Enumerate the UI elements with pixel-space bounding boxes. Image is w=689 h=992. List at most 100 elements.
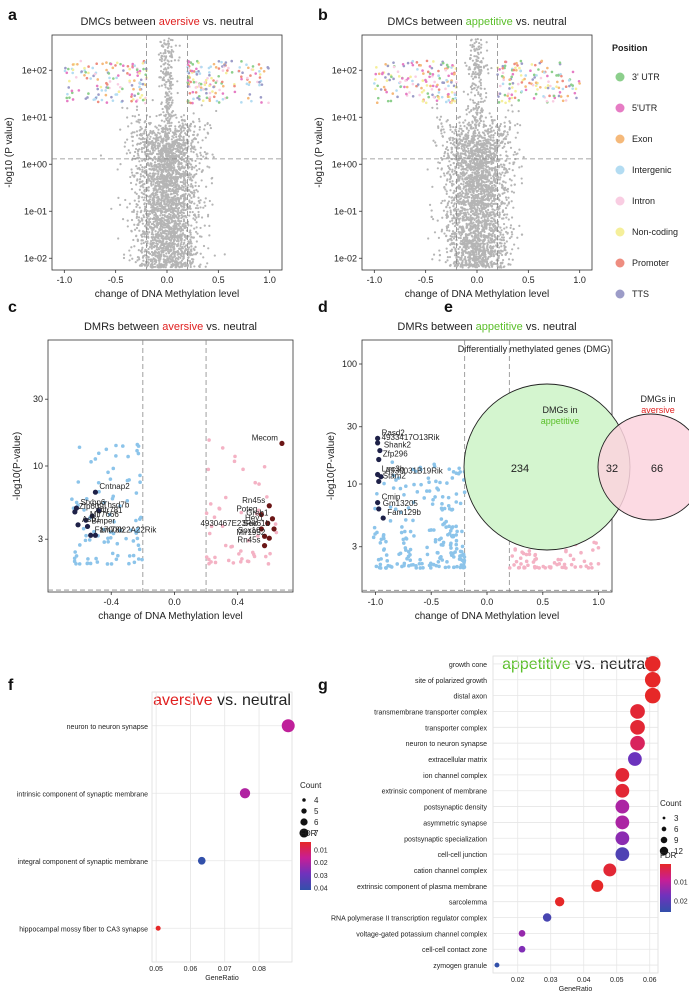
- data-point: [193, 125, 196, 128]
- data-point: [136, 239, 139, 243]
- data-point: [472, 127, 475, 130]
- data-point: [431, 218, 435, 221]
- data-point: [189, 190, 193, 194]
- data-point: [172, 114, 175, 117]
- data-point: [186, 208, 189, 211]
- data-point: [170, 159, 173, 162]
- data-point: [170, 146, 173, 149]
- data-point: [164, 56, 168, 59]
- data-point: [189, 173, 193, 176]
- data-point-colored: [208, 96, 212, 99]
- data-point: [159, 207, 162, 210]
- data-point: [177, 240, 180, 243]
- data-point: [478, 45, 481, 48]
- data-point: [166, 186, 170, 189]
- data-point: [153, 172, 156, 175]
- data-point: [142, 255, 145, 258]
- data-point: [165, 240, 168, 243]
- data-point-colored: [115, 76, 118, 80]
- data-point: [148, 218, 151, 222]
- data-point: [510, 216, 514, 219]
- data-point: [135, 234, 138, 237]
- panel-letter-b: b: [318, 7, 328, 24]
- data-point: [171, 207, 174, 210]
- data-point: [457, 208, 460, 211]
- data-point: [143, 196, 146, 199]
- data-point: [172, 144, 175, 147]
- data-point: [133, 174, 136, 177]
- data-point-colored: [100, 89, 104, 92]
- data-point: [492, 156, 495, 159]
- data-point: [144, 128, 147, 131]
- data-point: [164, 183, 167, 186]
- data-point: [155, 166, 159, 169]
- data-point: [511, 110, 514, 113]
- data-point: [99, 154, 103, 157]
- data-point: [464, 181, 467, 185]
- data-point: [166, 116, 169, 119]
- data-point: [187, 160, 190, 163]
- data-point-colored: [191, 90, 195, 94]
- data-point: [155, 190, 158, 194]
- data-point: [168, 255, 171, 258]
- data-point: [156, 256, 159, 259]
- data-point: [165, 70, 168, 73]
- data-point: [127, 125, 130, 128]
- data-point: [179, 197, 183, 200]
- data-point: [191, 186, 194, 189]
- data-point: [179, 238, 183, 242]
- data-point: [479, 84, 483, 87]
- data-point: [169, 163, 173, 166]
- data-point: [139, 118, 142, 121]
- data-point: [462, 180, 465, 183]
- data-point: [160, 185, 163, 188]
- data-point: [179, 242, 183, 246]
- data-point: [147, 261, 150, 265]
- data-point: [195, 226, 198, 229]
- data-point: [180, 143, 184, 147]
- data-point: [144, 263, 148, 266]
- data-point-colored: [138, 69, 142, 73]
- data-point: [177, 255, 180, 259]
- data-point: [472, 70, 475, 74]
- data-point: [478, 207, 481, 210]
- data-point-colored: [191, 63, 195, 66]
- data-point: [168, 207, 171, 210]
- data-point: [155, 152, 159, 156]
- data-point: [168, 122, 171, 125]
- data-point: [473, 218, 476, 221]
- data-point: [451, 139, 454, 142]
- data-point: [159, 113, 163, 116]
- data-point: [192, 195, 195, 198]
- data-point: [167, 79, 170, 83]
- data-point: [194, 253, 197, 256]
- data-point: [168, 96, 171, 99]
- data-point: [174, 155, 177, 159]
- data-point: [177, 121, 181, 124]
- data-point: [163, 165, 167, 169]
- data-point: [497, 176, 500, 179]
- data-point: [146, 181, 149, 184]
- data-point: [198, 265, 201, 269]
- data-point: [492, 253, 495, 256]
- data-point: [177, 206, 181, 210]
- data-point: [198, 201, 201, 204]
- data-point: [156, 226, 159, 229]
- data-point: [183, 249, 187, 252]
- data-point: [199, 252, 202, 255]
- data-point: [155, 163, 158, 167]
- data-point: [149, 194, 152, 197]
- data-point: [463, 174, 466, 177]
- data-point: [448, 124, 452, 127]
- data-point: [139, 211, 142, 214]
- data-point: [153, 258, 156, 261]
- data-point: [164, 209, 167, 212]
- data-point: [182, 124, 185, 127]
- data-point: [167, 147, 170, 150]
- data-point: [153, 246, 156, 249]
- data-point: [509, 224, 513, 227]
- data-point: [166, 183, 169, 186]
- data-point: [159, 40, 162, 44]
- data-point: [184, 132, 187, 135]
- data-point: [172, 136, 175, 139]
